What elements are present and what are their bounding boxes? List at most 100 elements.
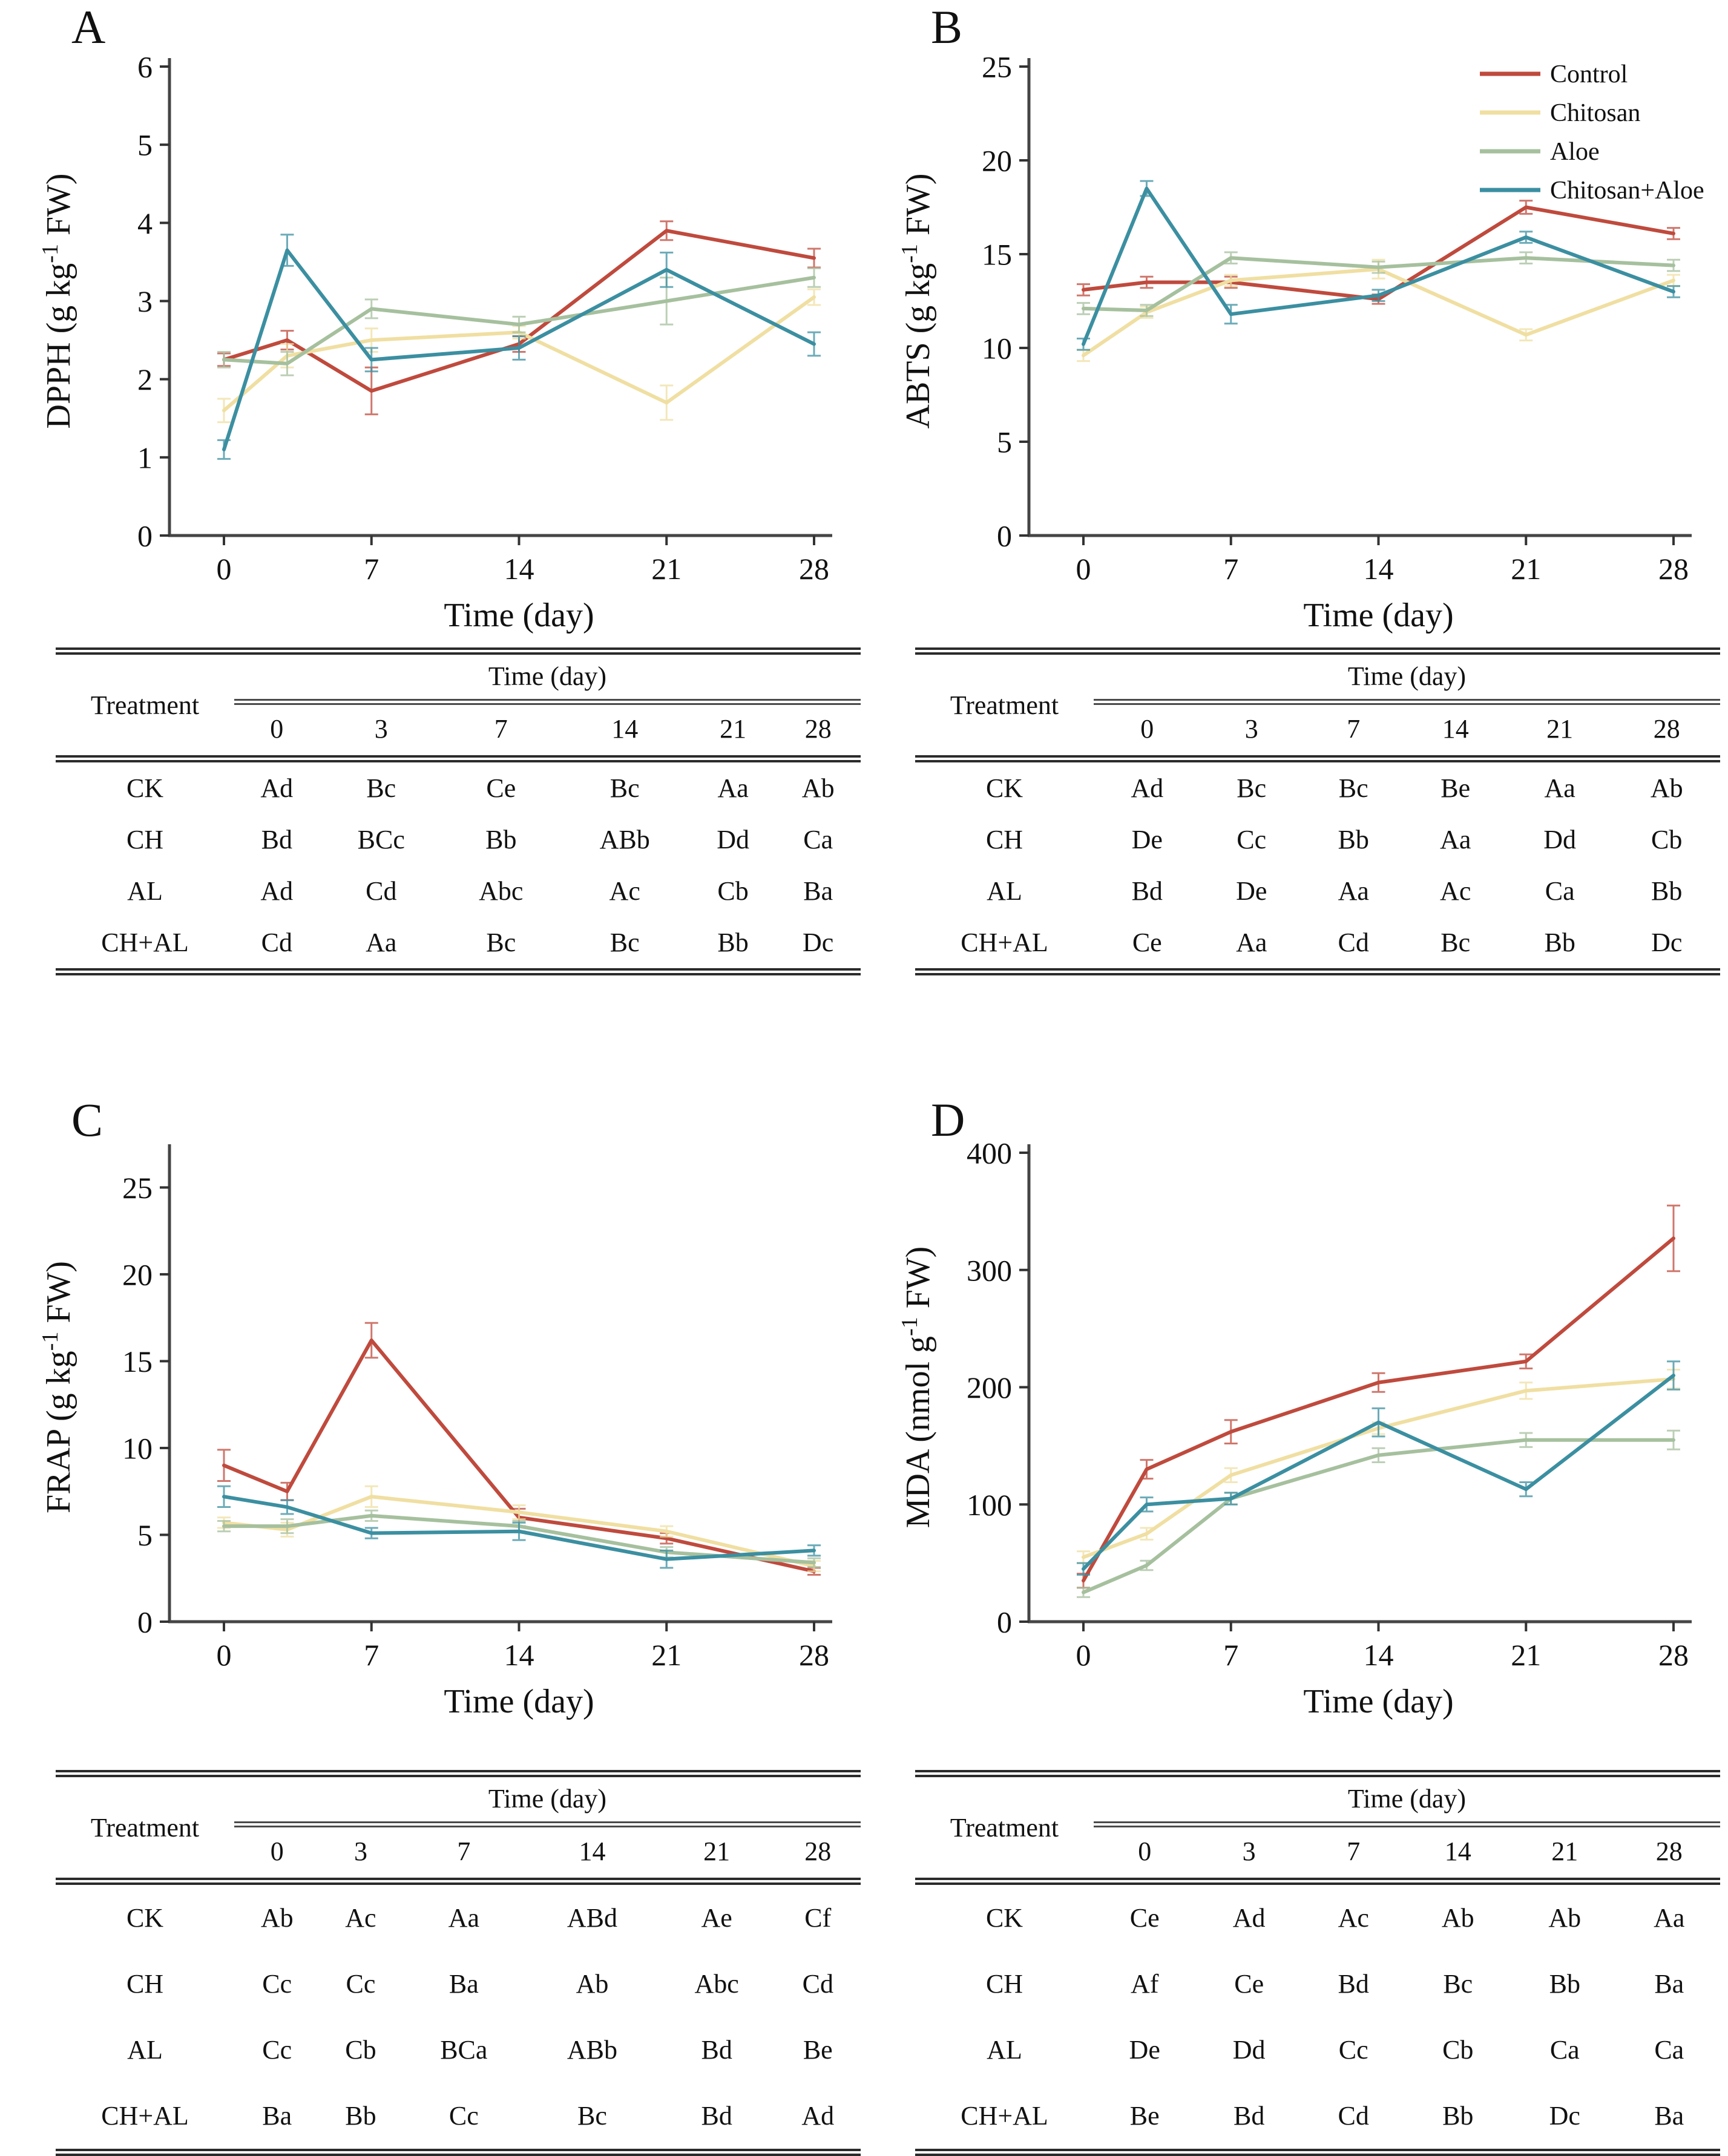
significance-cell: Cb: [1442, 2035, 1474, 2065]
line-chart-svg: 0 5 10 15 20 25 0 7 14 21 28 ABTS (g kg-1 FW) Time (…: [897, 50, 1704, 635]
y-tick-label: 200: [967, 1371, 1012, 1404]
time-day-header: Time (day): [1094, 651, 1720, 705]
y-tick-label: 10: [122, 1431, 153, 1465]
significance-cell: Bc: [609, 773, 640, 803]
time-day-header: Time (day): [234, 651, 861, 705]
significance-cell: Bd: [1338, 1969, 1369, 1999]
y-tick-label: 0: [137, 519, 153, 553]
day-column-header: 3: [353, 1837, 367, 1866]
significance-cell: ABd: [567, 1903, 618, 1933]
day-column-header: 28: [1653, 714, 1680, 744]
treatment-header: Treatment: [90, 690, 200, 720]
significance-cell: Aa: [448, 1903, 479, 1933]
y-tick-label: 6: [137, 50, 153, 84]
significance-cell: Cd: [802, 1969, 833, 1999]
significance-cell: Bd: [1131, 876, 1163, 906]
significance-cell: Ae: [701, 1903, 732, 1933]
y-tick-label: 0: [997, 519, 1012, 553]
panel-c-letter: C: [71, 1093, 103, 1146]
panel-d: D 0 100 200 300 400 0 7 14 21 28 MDA (nmol g-1 FW)…: [859, 1065, 1728, 2156]
treatment-label: AL: [127, 876, 163, 906]
line-chart-svg: 0 100 200 300 400 0 7 14 21 28 MDA (nmol g-1 FW) Ti…: [897, 1136, 1692, 1720]
tick-marks: [160, 65, 815, 545]
treatment-label: CH+AL: [961, 2101, 1048, 2131]
x-axis-label: Time (day): [1303, 1683, 1453, 1720]
table-row: CH Cc Cc Ba Ab Abc Cd: [56, 1951, 861, 2017]
significance-cell: Ce: [1129, 1903, 1160, 1933]
y-tick-label: 2: [137, 362, 153, 396]
day-column-header: 0: [270, 714, 284, 744]
significance-cell: Ca: [1654, 2035, 1684, 2065]
significance-cell: Cb: [345, 2035, 376, 2065]
y-axis-label: DPPH (g kg-1 FW): [38, 173, 77, 428]
series-line-chitosan: [222, 295, 816, 413]
significance-cell: Dd: [1232, 2035, 1266, 2065]
x-tick-label: 21: [651, 1638, 682, 1672]
significance-cell: Cd: [1338, 2101, 1369, 2131]
tick-labels: 0 5 10 15 20 25 0 7 14 21 28: [122, 1171, 829, 1672]
error-bars-chitosan: [1077, 1368, 1680, 1564]
table-row: CH+AL Cd Aa Bc Bc Bb Dc: [56, 917, 861, 972]
series-line-aloe: [1082, 256, 1675, 312]
significance-cell: Bb: [1338, 825, 1369, 854]
mda-chart: 0 100 200 300 400 0 7 14 21 28 MDA (nmol g-1 FW) Ti…: [893, 1132, 1716, 1746]
axes: [168, 58, 832, 537]
significance-cell: Cf: [804, 1903, 832, 1933]
panel-a: A 0 1 2 3 4 5 6 0 7 14 21 28 DPPH (g kg-1 FW) Time (d…: [0, 0, 861, 1065]
y-tick-label: 25: [122, 1171, 153, 1205]
axes: [1027, 58, 1692, 537]
abts-significance-table: Treatment Time (day) 0 3 7 14 21 28 CK Ad Bc Bc Be Aa…: [915, 647, 1720, 975]
significance-cell: Cc: [1338, 2035, 1368, 2065]
significance-cell: Ba: [448, 1969, 479, 1999]
day-column-header: 7: [1347, 714, 1361, 744]
treatment-label: CH+AL: [961, 928, 1048, 957]
tick-labels: 0 100 200 300 400 0 7 14 21 28: [967, 1136, 1689, 1673]
series-line-chitosan: [1082, 267, 1675, 358]
significance-cell: Ce: [1234, 1969, 1264, 1999]
frap-chart: 0 5 10 15 20 25 0 7 14 21 28 FRAP (g kg-1 FW) Time (…: [33, 1132, 856, 1746]
significance-cell: Bc: [609, 928, 640, 957]
significance-cell: Aa: [1338, 876, 1369, 906]
significance-cell: Dc: [1549, 2101, 1580, 2131]
day-column-header: 28: [804, 1837, 832, 1866]
x-tick-label: 7: [364, 552, 379, 586]
x-tick-label: 0: [217, 552, 232, 586]
x-tick-label: 28: [799, 552, 829, 586]
x-tick-label: 28: [1658, 552, 1689, 586]
day-column-header: 28: [1655, 1837, 1683, 1866]
error-bars-chitosan-aloe: [1077, 1360, 1680, 1576]
day-column-header: 21: [720, 714, 747, 744]
x-tick-label: 14: [504, 1638, 534, 1672]
significance-cell: Ba: [1654, 1969, 1684, 1999]
table-row: CH+AL Be Bd Cd Bb Dc Ba: [915, 2083, 1720, 2152]
treatment-label: CK: [985, 1903, 1023, 1933]
significance-cell: Abc: [479, 876, 524, 906]
significance-cell: Ab: [1650, 773, 1683, 803]
significance-cell: Cd: [1338, 928, 1369, 957]
significance-cell: Ad: [801, 2101, 835, 2131]
significance-cell: Ac: [1440, 876, 1471, 906]
significance-cell: Cc: [262, 2035, 292, 2065]
legend-label: Control: [1550, 61, 1628, 88]
x-tick-label: 28: [1658, 1638, 1689, 1672]
significance-cell: Cd: [366, 876, 397, 906]
x-tick-label: 7: [1223, 552, 1238, 586]
significance-cell: Cb: [717, 876, 749, 906]
tick-marks: [1019, 65, 1675, 545]
y-tick-label: 25: [982, 50, 1012, 84]
tick-labels: 0 5 10 15 20 25 0 7 14 21 28: [982, 50, 1689, 586]
tick-marks: [160, 1186, 815, 1631]
x-tick-label: 0: [217, 1638, 232, 1672]
treatment-label: CH: [985, 825, 1023, 854]
significance-cell: Bb: [1651, 876, 1683, 906]
series-line-chitosan-aloe: [222, 248, 816, 451]
y-tick-label: 10: [982, 332, 1012, 365]
day-column-header: 7: [494, 714, 508, 744]
significance-cell: Be: [803, 2035, 833, 2065]
significance-cell: Aa: [1440, 825, 1471, 854]
day-column-header: 21: [703, 1837, 731, 1866]
significance-cell: Ab: [1441, 1903, 1474, 1933]
y-tick-label: 1: [137, 441, 153, 474]
significance-cell: BCa: [440, 2035, 488, 2065]
treatment-header: Treatment: [950, 690, 1059, 720]
